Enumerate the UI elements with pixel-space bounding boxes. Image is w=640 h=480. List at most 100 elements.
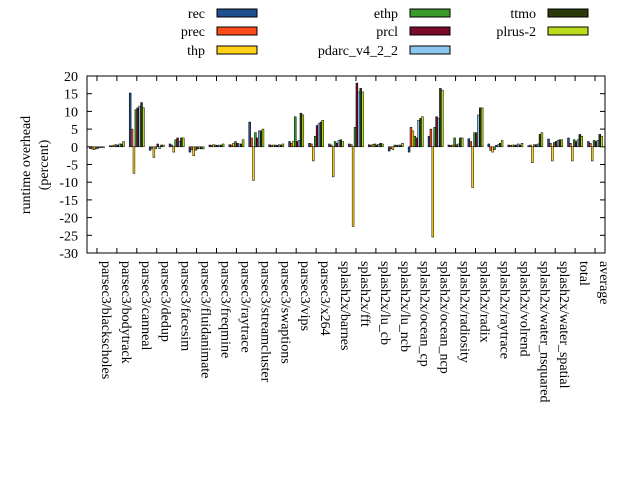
bar-ttmo: [100, 146, 103, 148]
bar-pdarc_v4_2_2: [198, 146, 201, 149]
bar-ttmo: [220, 144, 223, 148]
bar-ttmo: [200, 146, 203, 150]
bar-pdarc_v4_2_2: [138, 105, 141, 148]
bar-ethp: [413, 135, 416, 148]
bar-thp: [272, 144, 275, 148]
bar-pdarc_v4_2_2: [477, 114, 480, 148]
bar-plrus-2: [221, 143, 225, 148]
bar-rec: [487, 143, 490, 148]
bar-prec: [330, 144, 333, 148]
x-tick-label: splash2x/fft: [357, 261, 372, 327]
x-tick-label: splash2x/lu_cb: [377, 261, 392, 345]
bar-plrus-2: [162, 144, 165, 148]
bar-prcl: [236, 143, 239, 148]
y-axis-ticks: 20 15 10 5 0 -5 -10 -15 -20 -25 -30: [59, 70, 605, 262]
bar-ttmo: [498, 143, 502, 148]
bar-ethp: [373, 143, 377, 148]
y-tick-label: 10: [64, 105, 78, 120]
bar-ethp: [294, 116, 297, 148]
bar-rec: [328, 143, 331, 148]
bar-ethp: [572, 139, 576, 148]
bar-plrus-2: [480, 107, 484, 148]
bar-thp: [232, 143, 235, 148]
x-tick-label: parsec3/freqmine: [218, 261, 233, 358]
bar-plrus-2: [122, 141, 125, 148]
bar-ttmo: [578, 134, 582, 148]
bar-prcl: [395, 145, 398, 148]
bar-ttmo: [259, 130, 263, 148]
bar-thp: [371, 144, 375, 148]
bar-ethp: [353, 127, 357, 148]
bar-plrus-2: [441, 89, 444, 148]
bar-prcl: [216, 145, 219, 148]
legend-label-thp: thp: [187, 44, 205, 59]
bar-pdarc_v4_2_2: [317, 123, 321, 148]
x-tick-label: parsec3/x264: [317, 261, 332, 336]
bar-prec: [549, 143, 552, 148]
bar-rec: [447, 144, 451, 148]
y-tick-label: 20: [64, 70, 78, 85]
bar-rec: [308, 143, 311, 148]
legend-label-plrus-2: plrus-2: [496, 25, 536, 40]
bar-pdarc_v4_2_2: [238, 143, 241, 148]
bar-ttmo: [419, 118, 422, 148]
bar-thp: [112, 144, 116, 148]
bar-pdarc_v4_2_2: [417, 120, 420, 148]
bar-ttmo: [379, 143, 382, 148]
bar-prec: [569, 143, 572, 148]
y-tick-label: 5: [71, 123, 78, 138]
bar-thp: [172, 146, 176, 153]
bar-pdarc_v4_2_2: [277, 144, 281, 148]
y-tick-label: 15: [64, 88, 78, 103]
bar-ttmo: [538, 134, 542, 148]
bar-ethp: [592, 140, 596, 148]
x-tick-label: splash2x/volrend: [516, 261, 531, 357]
legend-swatch-prcl: [409, 26, 451, 36]
bar-thp: [292, 141, 295, 148]
bar-pdarc_v4_2_2: [218, 144, 221, 148]
bar-rec: [288, 141, 291, 148]
bar-plrus-2: [261, 128, 265, 148]
bar-prcl: [415, 137, 418, 148]
x-tick-label: parsec3/canneal: [138, 261, 153, 350]
bar-thp: [132, 146, 136, 174]
bar-ttmo: [319, 121, 323, 148]
x-tick-label: parsec3/bodytrack: [118, 261, 133, 364]
bar-plrus-2: [102, 146, 105, 148]
legend-swatch-rec: [216, 8, 258, 18]
bar-prec: [170, 144, 174, 148]
bar-thp: [571, 146, 574, 162]
bar-plrus-2: [142, 107, 145, 148]
x-tick-label: parsec3/facesim: [178, 261, 193, 351]
bar-ethp: [134, 109, 138, 148]
bar-ethp: [234, 141, 237, 148]
legend: rec prec thp ethp prcl pdarc_v4_2_2 ttmo plrus-…: [181, 7, 589, 59]
bar-pdarc_v4_2_2: [397, 144, 400, 148]
bar-prcl: [594, 141, 598, 148]
y-tick-label: -30: [59, 247, 78, 262]
bar-thp: [192, 146, 195, 156]
bar-ttmo: [180, 137, 183, 148]
bar-prec: [250, 137, 253, 148]
bar-thp: [212, 144, 215, 148]
bar-pdarc_v4_2_2: [556, 140, 560, 148]
bar-ttmo: [299, 112, 303, 148]
bar-plrus-2: [540, 132, 544, 148]
bar-ethp: [313, 135, 317, 148]
bar-thp: [491, 146, 494, 153]
bar-prec: [110, 145, 114, 148]
x-tick-label: splash2x/ocean_ncp: [437, 261, 452, 374]
x-tick-label: parsec3/vips: [297, 261, 312, 331]
x-tick-label: splash2x/barnes: [337, 261, 352, 350]
bar-rec: [567, 137, 570, 148]
y-tick-label: -20: [59, 212, 78, 227]
bar-prcl: [375, 144, 379, 148]
bar-ethp: [493, 146, 496, 150]
bar-ethp: [473, 132, 476, 148]
bar-ethp: [274, 144, 277, 148]
bar-ttmo: [160, 144, 163, 148]
bar-rec: [268, 144, 271, 148]
bar-plrus-2: [580, 135, 583, 148]
bar-thp: [152, 146, 156, 158]
